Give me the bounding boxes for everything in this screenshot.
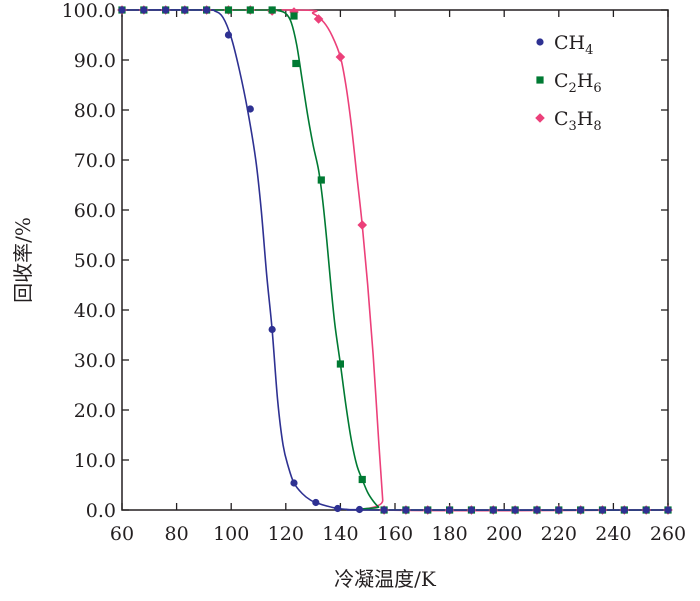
y-tick-label: 60.0 xyxy=(74,200,116,222)
legend-text: CH xyxy=(554,32,585,54)
y-tick-label: 40.0 xyxy=(74,300,116,322)
legend-text: H xyxy=(577,108,594,130)
data-point-ch4 xyxy=(664,506,672,514)
data-point-c3h8 xyxy=(357,220,368,230)
y-tick-label: 70.0 xyxy=(74,150,116,172)
data-point-ch4 xyxy=(642,506,650,514)
x-tick-label: 240 xyxy=(595,523,631,545)
data-point-c2h6 xyxy=(224,6,233,14)
legend-label-ch4: CH4 xyxy=(554,32,593,58)
x-tick-label: 260 xyxy=(650,523,686,545)
data-point-c2h6 xyxy=(336,360,344,368)
data-point-ch4 xyxy=(598,506,607,514)
data-point-ch4 xyxy=(162,6,170,14)
legend-subscript: 6 xyxy=(593,81,601,96)
x-tick-label: 220 xyxy=(541,523,577,545)
data-point-c2h6 xyxy=(292,59,300,68)
y-tick-label: 0.0 xyxy=(86,500,116,522)
data-point-ch4 xyxy=(246,105,254,113)
data-point-ch4 xyxy=(334,504,342,513)
legend-subscript: 4 xyxy=(585,43,593,58)
data-point-ch4 xyxy=(511,506,519,514)
data-point-ch4 xyxy=(203,6,211,14)
legend-marker-ch4 xyxy=(536,38,544,46)
data-point-c2h6 xyxy=(358,475,366,484)
data-point-ch4 xyxy=(290,479,298,487)
data-point-ch4 xyxy=(312,498,320,507)
legend-label-c3h8: C3H8 xyxy=(554,108,602,134)
legend-text: C xyxy=(554,108,569,130)
data-point-c2h6 xyxy=(290,12,298,20)
x-tick-label: 120 xyxy=(268,523,304,545)
legend-subscript: 3 xyxy=(569,119,577,134)
data-point-c3h8 xyxy=(313,14,324,24)
legend-marker-c3h8 xyxy=(535,113,545,123)
data-point-ch4 xyxy=(268,325,276,334)
data-point-c3h8 xyxy=(335,52,346,62)
data-point-c2h6 xyxy=(268,6,276,14)
data-point-ch4 xyxy=(467,506,476,514)
data-point-ch4 xyxy=(181,6,189,14)
x-tick-label: 180 xyxy=(431,523,467,545)
data-point-ch4 xyxy=(224,31,233,39)
series-line-ch4 xyxy=(121,9,669,511)
x-tick-label: 140 xyxy=(322,523,358,545)
y-tick-label: 80.0 xyxy=(74,100,116,122)
data-point-c2h6 xyxy=(246,6,254,14)
legend-text: C xyxy=(554,70,569,92)
data-point-ch4 xyxy=(118,6,126,14)
x-tick-label: 100 xyxy=(213,523,249,545)
x-tick-label: 80 xyxy=(165,523,189,545)
data-point-ch4 xyxy=(555,506,563,514)
y-axis-label: 回收率/% xyxy=(11,217,35,303)
data-point-ch4 xyxy=(140,6,148,14)
data-point-ch4 xyxy=(424,506,432,514)
data-point-ch4 xyxy=(489,506,497,514)
data-point-ch4 xyxy=(355,505,364,514)
x-tick-label: 60 xyxy=(110,523,134,545)
y-tick-label: 20.0 xyxy=(74,400,116,422)
data-point-ch4 xyxy=(446,506,454,514)
data-point-ch4 xyxy=(577,506,585,514)
legend-marker-c2h6 xyxy=(536,76,544,84)
series-line-c2h6 xyxy=(121,9,669,512)
data-point-ch4 xyxy=(533,506,541,514)
x-axis-label: 冷凝温度/K xyxy=(334,567,437,591)
x-tick-label: 200 xyxy=(486,523,522,545)
y-tick-label: 50.0 xyxy=(74,250,116,272)
data-point-c2h6 xyxy=(317,176,325,184)
x-tick-label: 160 xyxy=(377,523,413,545)
data-point-ch4 xyxy=(620,506,628,514)
y-tick-label: 90.0 xyxy=(74,50,116,72)
legend-label-c2h6: C2H6 xyxy=(554,70,602,96)
y-tick-label: 10.0 xyxy=(74,450,116,472)
y-tick-label: 30.0 xyxy=(74,350,116,372)
data-point-ch4 xyxy=(402,506,410,514)
legend-subscript: 2 xyxy=(569,81,577,96)
data-point-ch4 xyxy=(380,506,388,514)
legend-subscript: 8 xyxy=(593,119,601,134)
legend-text: H xyxy=(577,70,594,92)
y-tick-label: 100.0 xyxy=(62,0,116,22)
